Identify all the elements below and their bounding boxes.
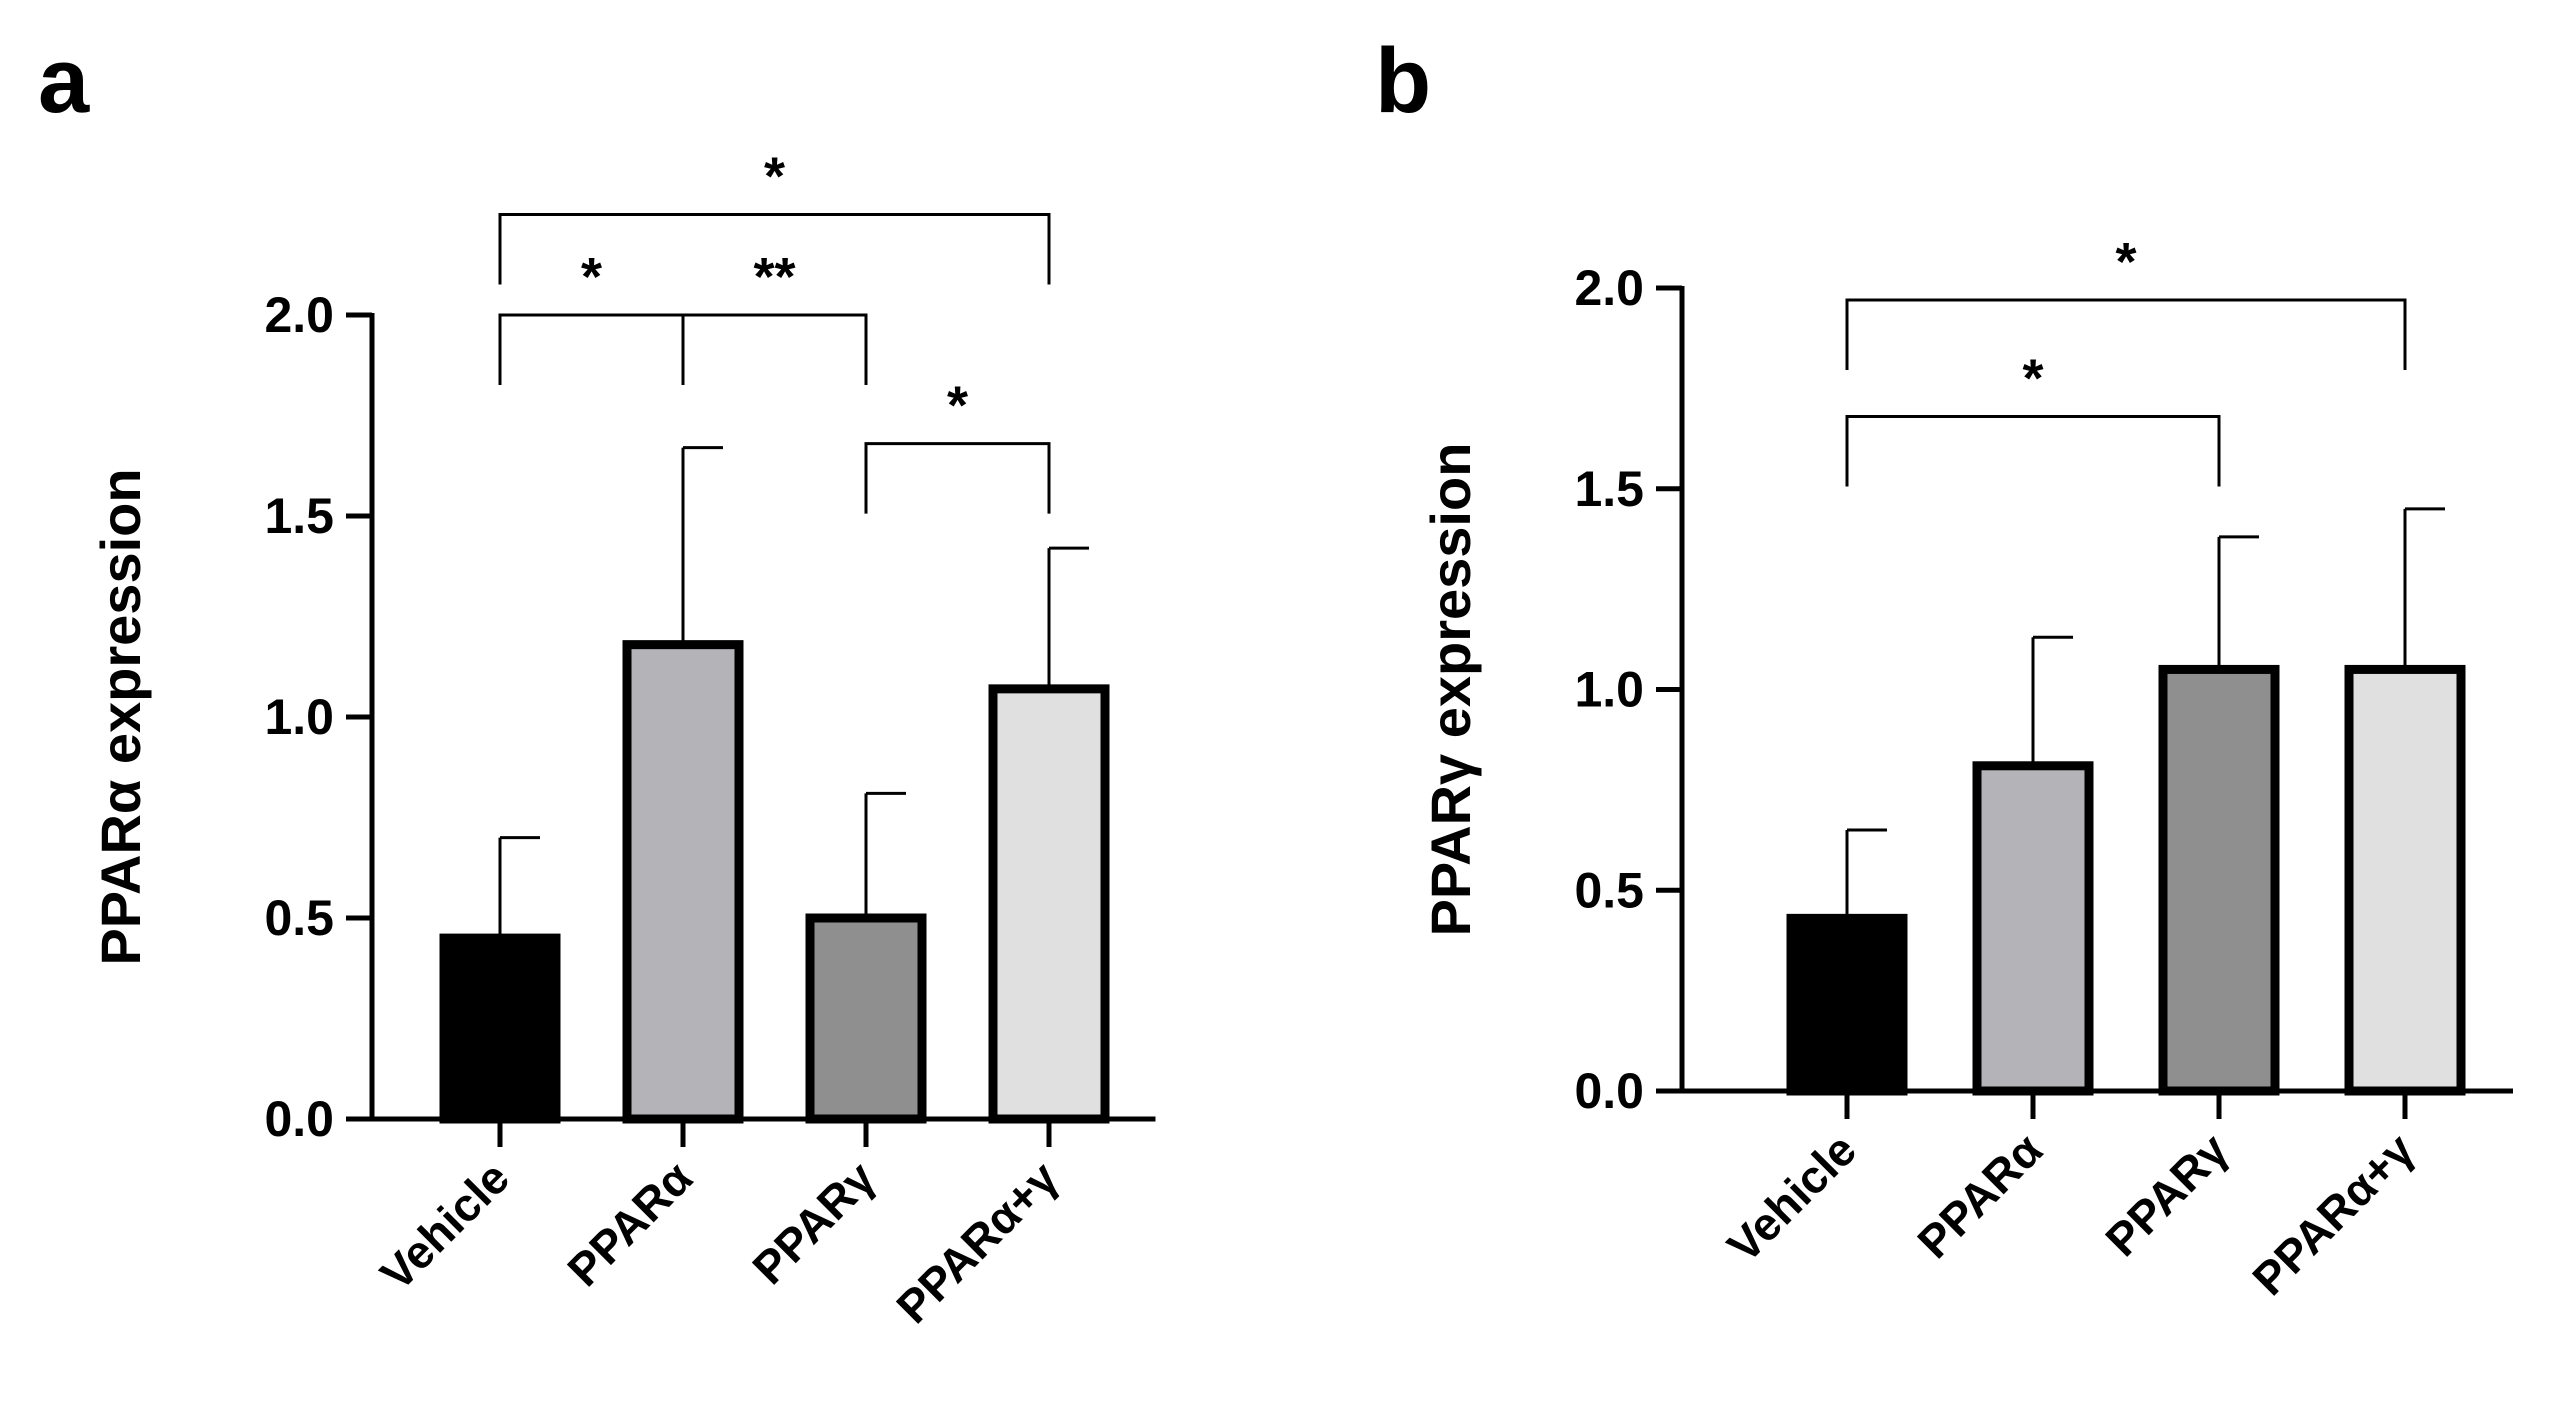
bar-Vehicle <box>439 933 561 1124</box>
y-tick-label: 0.0 <box>264 1091 334 1147</box>
y-tick-label: 1.5 <box>1574 461 1644 517</box>
significance-label: * <box>2115 232 2136 292</box>
x-tick-label: PPARα <box>557 1151 702 1296</box>
y-tick-label: 2.0 <box>1574 260 1644 316</box>
significance-bracket <box>864 442 1051 514</box>
x-tick-label: PPARγ <box>742 1151 885 1294</box>
y-axis-label: PPARγ expression <box>1419 443 1482 937</box>
x-tick-label: PPARα+γ <box>886 1151 1068 1333</box>
panel-a: a PPARα expression 0.0 0.5 1.0 1.5 2.0 Vehicle P… <box>38 30 1156 1333</box>
y-tick-label: 1.0 <box>1574 662 1644 718</box>
y-tick-label: 0.0 <box>1574 1063 1644 1119</box>
significance-label: ** <box>753 247 795 307</box>
bar-PPARα <box>1972 761 2094 1096</box>
significance-label: * <box>764 147 785 207</box>
significance-bracket <box>498 213 1051 285</box>
bar-PPARγ <box>805 913 927 1124</box>
panel-b: b PPARγ expression 0.0 0.5 1.0 1.5 2.0 Vehicle P… <box>1375 30 2513 1305</box>
x-tick-label: PPARα <box>1907 1123 2052 1268</box>
significance-bracket <box>1845 414 2221 487</box>
y-tick-label: 1.5 <box>264 488 334 544</box>
y-tick-label: 2.0 <box>264 287 334 343</box>
significance-bracket <box>681 313 868 385</box>
panel-letter: b <box>1375 30 1431 132</box>
y-tick-label: 0.5 <box>1574 862 1644 918</box>
x-tick-label: Vehicle <box>370 1151 519 1300</box>
bar-PPARα <box>622 640 744 1124</box>
y-axis-label: PPARα expression <box>89 468 152 965</box>
bar-PPARα+γ <box>988 684 1110 1124</box>
bar-Vehicle <box>1786 913 1908 1096</box>
significance-bracket <box>1845 298 2407 371</box>
bar-PPARα+γ <box>2344 664 2466 1096</box>
y-tick-label: 0.5 <box>264 890 334 946</box>
significance-bracket <box>498 313 685 385</box>
x-tick-label: PPARγ <box>2095 1123 2238 1266</box>
significance-label: * <box>947 376 968 436</box>
significance-label: * <box>2022 348 2043 408</box>
bar-PPARγ <box>2158 664 2280 1096</box>
y-tick-label: 1.0 <box>264 689 334 745</box>
x-tick-label: Vehicle <box>1717 1123 1866 1272</box>
x-tick-label: PPARα+γ <box>2242 1123 2424 1305</box>
significance-label: * <box>581 247 602 307</box>
panel-letter: a <box>38 30 90 132</box>
